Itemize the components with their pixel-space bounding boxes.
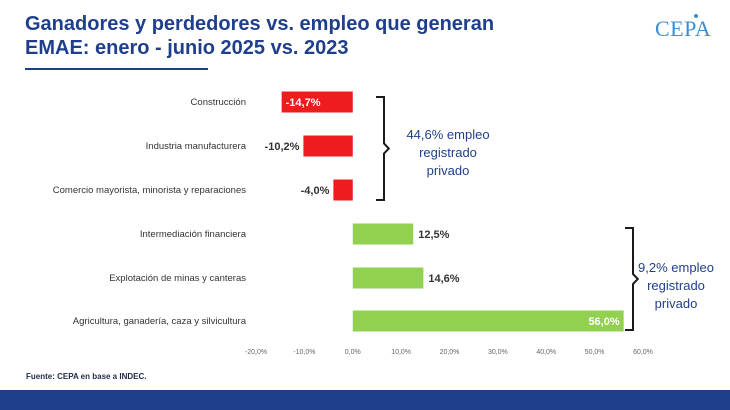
- annotation-0-line-0: 44,6% empleo: [406, 127, 489, 142]
- data-label-5: 56,0%: [588, 316, 619, 328]
- title-underline: [25, 68, 208, 70]
- bar-1: [303, 135, 353, 157]
- x-tick-label-7: 50,0%: [585, 349, 605, 356]
- data-label-4: 14,6%: [428, 273, 459, 285]
- bar-4: [352, 267, 424, 289]
- chart-title: Ganadores y perdedores vs. empleo que ge…: [25, 12, 545, 60]
- category-label-1: Industria manufacturera: [146, 141, 247, 152]
- logo-accent-dot: [694, 14, 698, 18]
- cepa-logo: CEPA: [655, 16, 712, 41]
- footer-bar: [0, 390, 730, 410]
- data-label-1: -10,2%: [265, 141, 300, 153]
- bar-chart: Construcción -14,7% Industria manufacturer…: [53, 91, 714, 356]
- x-tick-label-3: 10,0%: [391, 349, 411, 356]
- category-label-3: Intermediación financiera: [140, 229, 247, 240]
- bar-5: [352, 310, 624, 332]
- bracket-losers: [376, 96, 391, 201]
- bar-2: [333, 179, 353, 201]
- x-tick-label-0: -20,0%: [245, 349, 267, 356]
- x-tick-label-6: 40,0%: [536, 349, 556, 356]
- annotation-1-line-2: privado: [655, 296, 698, 311]
- annotation-0-line-2: privado: [427, 163, 470, 178]
- x-tick-label-5: 30,0%: [488, 349, 508, 356]
- x-tick-label-1: -10,0%: [293, 349, 315, 356]
- x-tick-label-4: 20,0%: [440, 349, 460, 356]
- x-tick-label-2: 0,0%: [345, 349, 361, 356]
- source-note: Fuente: CEPA en base a INDEC.: [26, 372, 147, 381]
- bar-3: [352, 223, 414, 245]
- data-label-2: -4,0%: [301, 185, 330, 197]
- category-label-4: Explotación de minas y canteras: [109, 273, 246, 284]
- annotation-0-line-1: registrado: [419, 145, 477, 160]
- data-label-0: -14,7%: [286, 97, 321, 109]
- category-label-0: Construcción: [191, 97, 246, 108]
- bracket-winners: [625, 227, 640, 331]
- title-line-1: Ganadores y perdedores vs. empleo que ge…: [25, 13, 495, 35]
- annotation-1-line-0: 9,2% empleo: [638, 260, 714, 275]
- data-label-3: 12,5%: [418, 229, 449, 241]
- title-line-2: EMAE: enero - junio 2025 vs. 2023: [25, 37, 349, 59]
- bar-0: [281, 91, 353, 113]
- annotation-1-line-1: registrado: [647, 278, 705, 293]
- x-tick-label-8: 60,0%: [633, 349, 653, 356]
- category-label-2: Comercio mayorista, minorista y reparaci…: [53, 185, 246, 196]
- category-label-5: Agricultura, ganadería, caza y silvicult…: [73, 316, 247, 327]
